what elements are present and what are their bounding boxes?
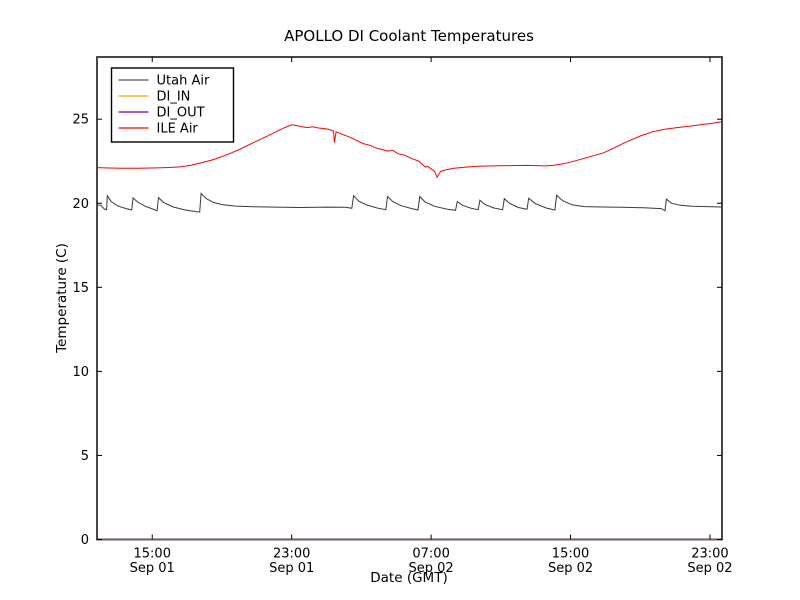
y-tick-label: 15 xyxy=(72,281,89,296)
y-tick-label: 0 xyxy=(81,533,89,548)
legend-label-di-out: DI_OUT xyxy=(157,106,205,121)
x-tick-label-time: 23:00 xyxy=(273,547,310,562)
x-tick-label-date: Sep 02 xyxy=(687,561,732,576)
x-tick-label-time: 15:00 xyxy=(552,547,589,562)
x-tick-label-date: Sep 01 xyxy=(130,561,175,576)
x-tick-label-date: Sep 01 xyxy=(269,561,314,576)
series-line-ile-air xyxy=(96,121,723,179)
chart-title: APOLLO DI Coolant Temperatures xyxy=(284,27,534,45)
y-tick-label: 5 xyxy=(81,449,89,464)
legend-label-di-in: DI_IN xyxy=(157,90,191,105)
y-tick-label: 10 xyxy=(72,365,89,380)
y-tick-label: 25 xyxy=(72,113,89,128)
x-tick-label-date: Sep 02 xyxy=(548,561,593,576)
x-axis-label: Date (GMT) xyxy=(370,570,447,586)
x-tick-label-time: 23:00 xyxy=(691,547,728,562)
x-tick-label-time: 07:00 xyxy=(412,547,449,562)
y-tick-label: 20 xyxy=(72,197,89,212)
x-tick-label-time: 15:00 xyxy=(134,547,171,562)
series-line-utah-air xyxy=(96,192,723,213)
x-tick-label-date: Sep 02 xyxy=(409,561,454,576)
y-axis-label: Temperature (C) xyxy=(54,243,70,354)
legend-label-utah-air: Utah Air xyxy=(157,74,210,89)
legend-label-ile-air: ILE Air xyxy=(157,122,199,137)
